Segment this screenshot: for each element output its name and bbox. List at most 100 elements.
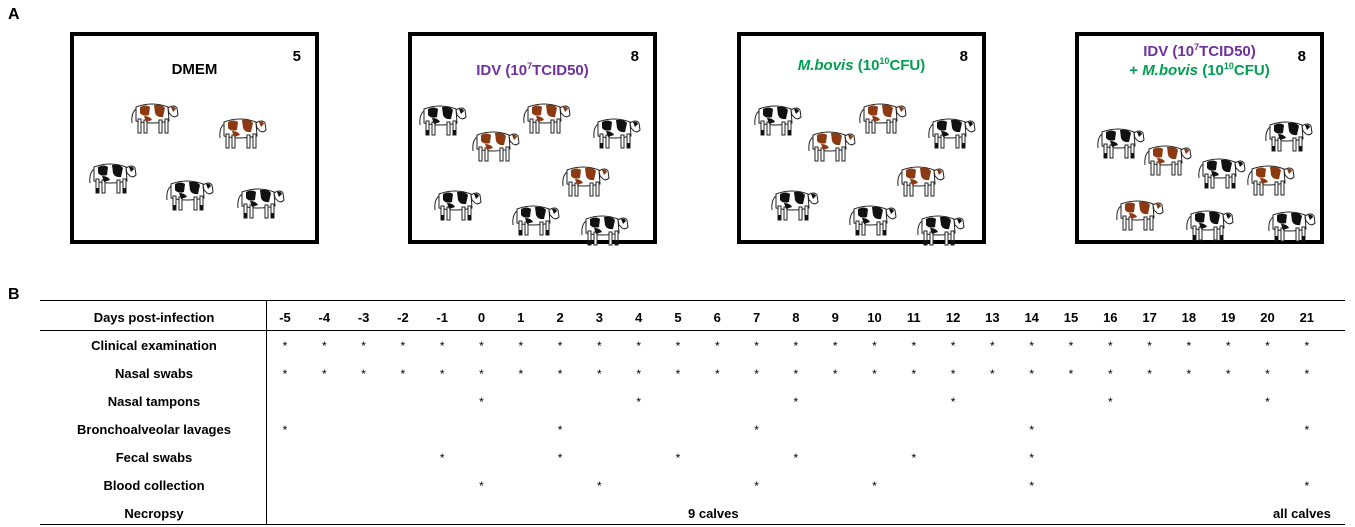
procedure-label: Fecal swabs [115,450,193,465]
sampling-marker: * [793,367,799,381]
spotted-calf-icon [1238,157,1296,206]
sampling-marker: * [636,395,642,409]
sampling-marker: * [1029,423,1035,437]
sampling-marker: * [950,367,956,381]
group-box-idv: IDV (107TCID50) 8 [408,32,657,244]
group-label-text: IDV (10 [1143,43,1195,60]
spotted-calf-icon [850,95,908,144]
day-column-header: 4 [635,310,643,325]
sampling-marker: * [911,339,917,353]
sampling-marker: * [1265,367,1270,381]
black-white-calf-icon [584,110,642,159]
sampling-marker: * [557,339,563,353]
day-column-header: -1 [436,310,448,325]
sampling-marker: * [1186,367,1192,381]
day-column-header: 7 [752,310,761,325]
sampling-marker: * [793,339,799,353]
sampling-marker: * [1107,339,1113,353]
sampling-marker: * [714,339,720,353]
day-column-header: -2 [397,310,409,325]
group-label: IDV (107TCID50) [412,61,653,79]
group-label: DMEM [74,61,315,78]
sampling-marker: * [1029,367,1035,381]
black-white-calf-icon [1259,203,1317,252]
sampling-marker: * [1186,339,1192,353]
day-column-header: -4 [318,310,331,325]
sampling-marker: * [911,367,917,381]
sampling-marker: * [754,479,759,493]
day-column-header: 15 [1063,310,1079,325]
sampling-marker: * [479,367,484,381]
sampling-marker: * [950,395,956,409]
day-column-header: 19 [1220,310,1236,325]
sampling-marker: * [1304,479,1310,493]
group-label-text: (10 [853,57,880,74]
necropsy-partial: 9 calves [688,506,739,521]
sampling-marker: * [1265,339,1270,353]
black-white-calf-icon [1189,150,1247,199]
sampling-marker: * [1304,367,1310,381]
sampling-marker: * [479,479,484,493]
sampling-marker: * [321,339,327,353]
day-column-header: 20 [1260,310,1275,325]
sampling-marker: * [1107,395,1113,409]
sampling-marker: * [1029,451,1035,465]
group-label-exponent: 7 [1194,42,1200,52]
panel-label-b: B [8,286,20,303]
day-column-header: 14 [1024,310,1039,325]
sampling-marker: * [518,367,524,381]
sampling-marker: * [872,479,877,493]
black-white-calf-icon [745,97,803,146]
black-white-calf-icon [1177,202,1235,251]
sampling-marker: * [990,367,995,381]
black-white-calf-icon [908,207,966,256]
black-white-calf-icon [425,182,483,231]
sampling-marker: * [282,423,288,437]
black-white-calf-icon [919,110,977,159]
sampling-marker: * [557,451,563,465]
day-column-header: 0 [477,310,486,325]
spotted-calf-icon [1107,192,1165,241]
sampling-marker: * [1029,479,1035,493]
sampling-marker: * [1147,367,1152,381]
sampling-marker: * [950,339,956,353]
sampling-marker: * [754,423,759,437]
day-column-header: 9 [831,310,839,325]
table-header-rule [40,330,1345,331]
table-top-rule [40,300,1345,301]
group-label-species: M.bovis [1142,62,1199,79]
group-label-exponent: 10 [879,56,890,66]
sampling-marker: * [754,339,759,353]
sampling-marker: * [557,423,563,437]
procedure-label: Bronchoalveolar lavages [77,422,231,437]
spotted-calf-icon [799,123,857,172]
sampling-marker: * [400,339,406,353]
day-column-header: 5 [674,310,682,325]
sampling-marker: * [439,367,445,381]
table-column-divider [266,300,267,525]
group-label-text: CFU) [889,57,926,74]
sampling-marker: * [1304,339,1310,353]
group-box-mbovis: M.bovis (1010CFU) 8 [737,32,986,244]
panel-label-a: A [8,6,20,23]
procedure-label: Nasal tampons [107,394,201,409]
group-box-coinfection: IDV (107TCID50) + M.bovis (1010CFU) 8 [1075,32,1324,244]
spotted-calf-icon [122,95,180,144]
sampling-schedule-table: Days post-infection -5 -4 -3 -2 -1 0 1 2 3 4 5 6 7 8 9 1… [40,300,1345,526]
sampling-marker: * [793,451,799,465]
sampling-marker: * [282,339,288,353]
group-label-text: DMEM [171,61,218,78]
sampling-marker: * [793,395,799,409]
sampling-marker: * [400,367,406,381]
sampling-marker: * [675,451,681,465]
group-label: M.bovis (1010CFU) [741,56,982,74]
spotted-calf-icon [514,95,572,144]
group-label-species: M.bovis [797,57,854,74]
black-white-calf-icon [840,197,898,246]
sampling-marker: * [439,451,445,465]
black-white-calf-icon [228,180,286,229]
black-white-calf-icon [80,155,138,204]
spotted-calf-icon [888,158,946,207]
black-white-calf-icon [1256,113,1314,162]
day-column-header: 16 [1103,310,1118,325]
